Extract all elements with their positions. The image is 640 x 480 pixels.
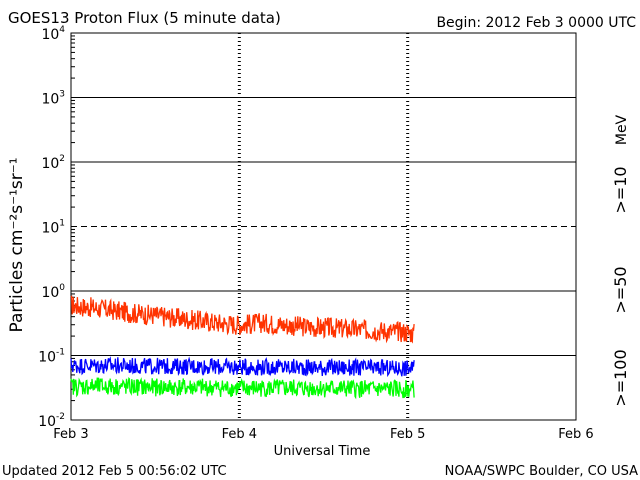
y-tick-label: 100 [41, 283, 65, 301]
legend-ge50: >=50 [611, 266, 630, 313]
y-tick-label: 101 [41, 219, 65, 237]
series-line-ge10 [70, 295, 415, 344]
y-ticks: 10-2 10-1 100 101 102 103 104 [38, 25, 65, 430]
legend: >=10 MeV >=50 >=100 [611, 114, 630, 406]
x-tick-label: Feb 3 [53, 427, 88, 442]
begin-time: Begin: 2012 Feb 3 0000 UTC [436, 15, 636, 31]
x-tick-label: Feb 6 [558, 427, 593, 442]
x-tick-labels: Feb 3 Feb 4 Feb 5 Feb 6 [53, 427, 593, 442]
series-line-ge50 [70, 356, 415, 378]
legend-ge100: >=100 [611, 349, 630, 406]
x-tick-label: Feb 4 [222, 427, 257, 442]
y-axis-title: Particles cm⁻²s⁻¹sr⁻¹ [7, 157, 27, 332]
x-ticks [237, 33, 410, 420]
y-tick-label: 10-2 [38, 412, 65, 430]
grid [71, 35, 576, 402]
y-tick-label: 103 [41, 90, 65, 108]
legend-ge10: >=10 [611, 166, 630, 213]
x-tick-label: Feb 5 [390, 427, 425, 442]
legend-unit-mev: MeV [614, 114, 630, 145]
y-tick-label: 10-1 [38, 348, 65, 366]
chart-title: GOES13 Proton Flux (5 minute data) [8, 9, 281, 27]
x-axis-title: Universal Time [274, 444, 371, 459]
y-tick-label: 102 [41, 154, 65, 172]
updated-timestamp: Updated 2012 Feb 5 00:56:02 UTC [2, 464, 227, 479]
series-line-ge100 [70, 377, 415, 400]
y-tick-label: 104 [41, 25, 65, 43]
series-layer [70, 295, 415, 400]
credit-line: NOAA/SWPC Boulder, CO USA [445, 464, 638, 479]
